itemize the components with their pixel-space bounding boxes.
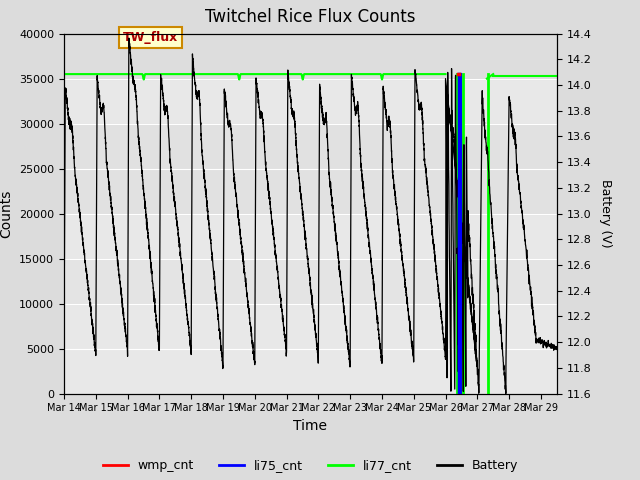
Title: Twitchel Rice Flux Counts: Twitchel Rice Flux Counts [205, 9, 415, 26]
Y-axis label: Battery (V): Battery (V) [599, 180, 612, 248]
Legend: wmp_cnt, li75_cnt, li77_cnt, Battery: wmp_cnt, li75_cnt, li77_cnt, Battery [97, 455, 524, 477]
Bar [64, 123, 557, 214]
Bar [64, 259, 557, 303]
Y-axis label: Counts: Counts [0, 190, 13, 238]
X-axis label: Time: Time [293, 419, 328, 433]
Text: TW_flux: TW_flux [123, 31, 179, 44]
Bar [64, 34, 557, 79]
